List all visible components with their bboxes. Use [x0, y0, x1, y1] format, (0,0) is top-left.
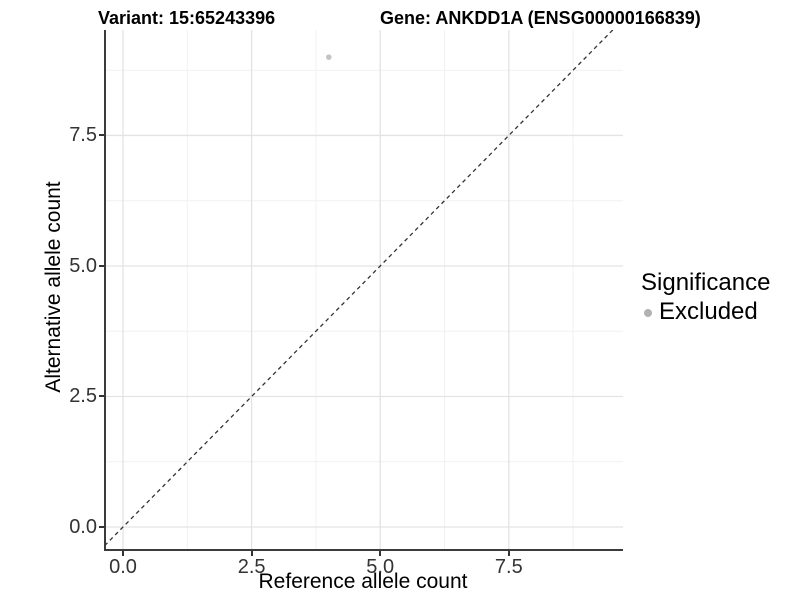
x-tick-label: 2.5 — [237, 556, 266, 578]
plot-panel — [104, 30, 623, 551]
gene-title: Gene: ANKDD1A (ENSG00000166839) — [380, 8, 701, 28]
y-tick-mark — [99, 525, 104, 528]
legend-key — [641, 301, 659, 323]
identity-dashed-line — [104, 30, 614, 548]
y-tick-mark — [99, 264, 104, 267]
data-point — [325, 54, 332, 60]
x-tick-label: 0.0 — [109, 556, 137, 578]
x-tick-mark — [379, 551, 382, 556]
y-tick-label: 5.0 — [69, 254, 97, 277]
legend: Significance Excluded — [641, 269, 770, 326]
plot-area-svg — [104, 30, 623, 551]
x-axis-title: Reference allele count — [258, 570, 468, 593]
legend-item-excluded: Excluded — [641, 298, 770, 326]
x-tick-label: 7.5 — [494, 556, 523, 578]
x-tick-mark — [250, 551, 253, 556]
legend-item-label: Excluded — [659, 298, 758, 325]
excluded-point-icon — [644, 309, 652, 317]
x-tick-label: 5.0 — [366, 556, 395, 578]
y-tick-label: 2.5 — [69, 385, 97, 408]
y-tick-label: 0.0 — [69, 515, 97, 538]
x-tick-mark — [122, 551, 125, 556]
x-tick-mark — [507, 551, 510, 556]
variant-title: Variant: 15:65243396 — [98, 8, 276, 28]
legend-title: Significance — [641, 269, 771, 296]
y-tick-mark — [99, 395, 104, 398]
y-tick-mark — [99, 134, 104, 137]
y-tick-label: 7.5 — [69, 124, 97, 147]
